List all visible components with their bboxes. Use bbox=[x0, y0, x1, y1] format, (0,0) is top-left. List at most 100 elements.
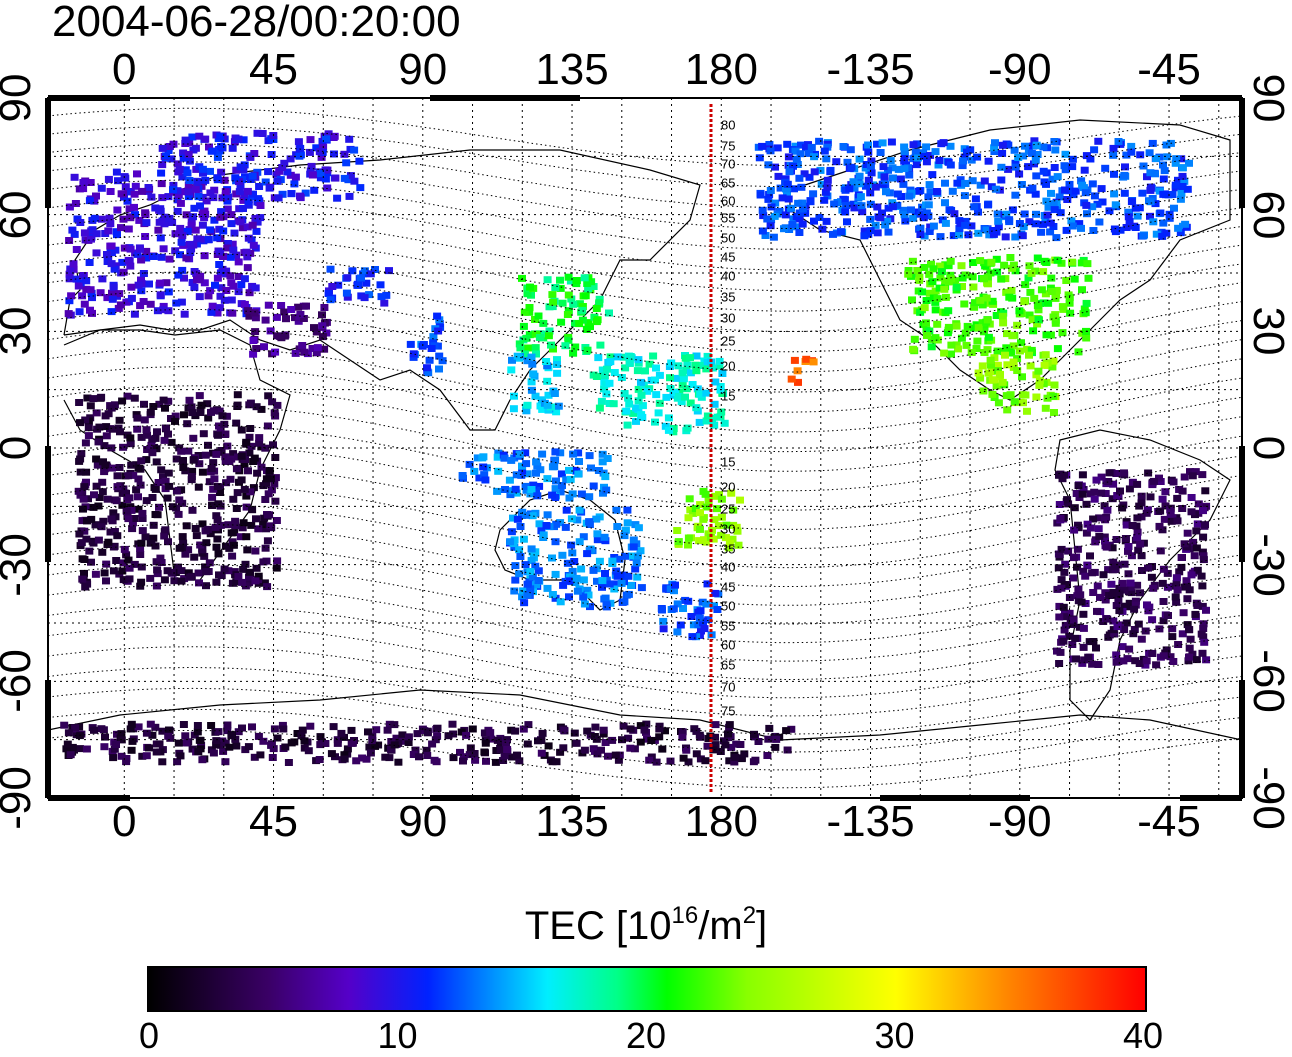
tec-cell bbox=[287, 190, 296, 198]
tec-cell bbox=[850, 184, 859, 192]
tec-cell bbox=[527, 378, 536, 386]
tec-cell bbox=[809, 358, 818, 366]
tec-cell bbox=[919, 214, 928, 222]
tec-cell bbox=[135, 216, 144, 224]
tec-cell bbox=[1079, 567, 1088, 575]
tec-cell bbox=[671, 389, 680, 397]
tec-cell bbox=[226, 475, 235, 483]
tec-cell bbox=[296, 144, 305, 152]
tec-cell bbox=[219, 747, 228, 755]
tec-cell bbox=[1057, 576, 1066, 584]
tec-cell bbox=[227, 220, 236, 228]
tec-cell bbox=[826, 166, 835, 174]
tec-cell bbox=[133, 425, 142, 433]
tec-cell bbox=[275, 167, 284, 175]
tec-cell bbox=[766, 147, 775, 155]
tec-cell bbox=[562, 506, 571, 514]
tec-cell bbox=[355, 157, 364, 165]
tec-cell bbox=[122, 551, 131, 559]
tec-cell bbox=[457, 728, 466, 736]
tec-cell bbox=[973, 337, 982, 345]
tec-cell bbox=[208, 501, 217, 509]
magnetic-latitude-contour bbox=[48, 143, 1242, 209]
tec-cell bbox=[878, 209, 886, 217]
tec-cell bbox=[200, 207, 209, 215]
tec-cell bbox=[1202, 606, 1210, 614]
tec-cell bbox=[595, 299, 604, 307]
tec-cell bbox=[837, 228, 845, 236]
tec-cell bbox=[126, 725, 135, 733]
tec-cell bbox=[987, 361, 995, 369]
tec-cell bbox=[1081, 572, 1090, 580]
tec-cell bbox=[238, 524, 247, 532]
tec-cell bbox=[598, 458, 607, 466]
tec-cell bbox=[385, 754, 394, 762]
tec-cell bbox=[528, 360, 537, 368]
tec-cell bbox=[1124, 570, 1133, 578]
tec-cell bbox=[1199, 556, 1208, 564]
tec-cell bbox=[632, 417, 640, 425]
tick-bottom-label: -45 bbox=[1137, 797, 1201, 846]
tec-cell bbox=[1013, 321, 1022, 329]
tec-cell bbox=[686, 354, 694, 362]
tec-cell bbox=[191, 226, 200, 234]
tec-cell bbox=[1176, 229, 1185, 237]
tec-cell bbox=[684, 597, 693, 605]
tec-cell bbox=[690, 725, 699, 733]
tec-cell bbox=[1005, 216, 1014, 224]
tec-cell bbox=[157, 253, 166, 261]
tec-cell bbox=[624, 734, 633, 742]
tec-cell bbox=[101, 461, 110, 469]
tec-cell bbox=[1050, 138, 1059, 145]
tec-cell bbox=[1002, 288, 1011, 296]
tec-cell bbox=[433, 312, 442, 320]
tec-cell bbox=[1148, 616, 1157, 624]
tec-cell bbox=[415, 753, 423, 761]
tec-cell bbox=[1069, 574, 1078, 582]
tec-cell bbox=[273, 177, 282, 185]
tec-cell bbox=[186, 573, 195, 581]
tec-cell bbox=[127, 720, 136, 728]
tec-cell bbox=[1150, 477, 1158, 485]
tec-cell bbox=[797, 183, 806, 191]
tec-cell bbox=[67, 292, 76, 300]
tec-cell bbox=[967, 349, 976, 356]
tec-cell bbox=[1037, 228, 1046, 236]
tec-cell bbox=[763, 215, 772, 223]
tec-cell bbox=[78, 575, 87, 583]
tec-cell bbox=[593, 577, 601, 585]
tec-cell bbox=[261, 178, 270, 186]
tec-cell bbox=[1063, 196, 1072, 203]
tec-cell bbox=[1130, 626, 1139, 633]
tick-bottom-label: 0 bbox=[112, 797, 137, 846]
tec-cell bbox=[340, 733, 348, 741]
tec-cell bbox=[119, 268, 128, 276]
tec-cell bbox=[1016, 398, 1025, 406]
tec-cell bbox=[571, 343, 580, 351]
magnetic-latitude-contour bbox=[48, 564, 1242, 644]
tec-cell bbox=[456, 748, 464, 756]
tec-cell bbox=[79, 179, 88, 186]
tec-cell bbox=[766, 187, 775, 194]
tec-cell bbox=[521, 482, 530, 490]
tec-cell bbox=[523, 357, 532, 365]
tec-cell bbox=[884, 166, 892, 174]
tec-cell bbox=[1025, 311, 1034, 319]
tec-cell bbox=[357, 274, 365, 282]
tec-cell bbox=[1032, 141, 1041, 149]
tec-cell bbox=[989, 227, 998, 234]
tec-cell bbox=[581, 292, 590, 300]
tec-cell bbox=[214, 728, 223, 736]
tec-cell bbox=[1011, 233, 1020, 241]
tec-cell bbox=[77, 450, 86, 458]
tec-cell bbox=[306, 136, 315, 144]
tec-cell bbox=[556, 488, 565, 496]
tec-cell bbox=[678, 381, 687, 389]
tec-cell bbox=[171, 569, 180, 576]
tec-cell bbox=[240, 461, 249, 468]
tec-cell bbox=[919, 149, 928, 157]
tec-cell bbox=[315, 148, 324, 156]
tec-cell bbox=[300, 737, 309, 745]
tec-cell bbox=[240, 485, 249, 493]
tec-cell bbox=[99, 517, 108, 525]
